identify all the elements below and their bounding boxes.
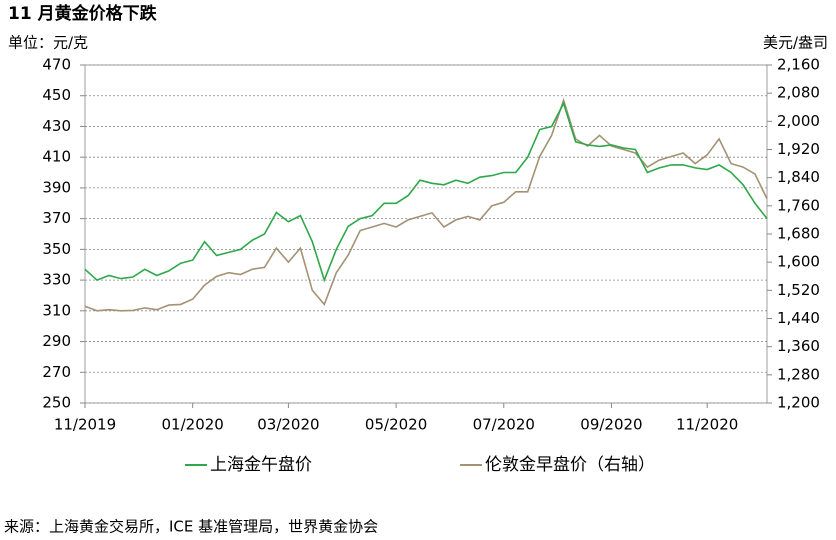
x-tick-label: 05/2020 xyxy=(365,416,427,434)
y-tick-label: 350 xyxy=(42,240,71,258)
y2-tick-label: 2,080 xyxy=(777,84,820,102)
y2-tick-label: 1,360 xyxy=(777,337,820,355)
y2-tick-label: 1,280 xyxy=(777,365,820,383)
legend-label: 上海金午盘价 xyxy=(210,455,312,475)
y-tick-label: 250 xyxy=(42,394,71,412)
y2-tick-label: 1,200 xyxy=(777,394,820,412)
y-tick-label: 270 xyxy=(42,363,71,381)
y2-tick-label: 1,600 xyxy=(777,253,820,271)
y2-tick-label: 1,520 xyxy=(777,281,820,299)
y-tick-label: 470 xyxy=(42,56,71,74)
x-tick-label: 11/2020 xyxy=(676,416,738,434)
plot-frame xyxy=(84,64,768,404)
x-tick-label: 07/2020 xyxy=(473,416,535,434)
y-tick-label: 410 xyxy=(42,148,71,166)
y-tick-label: 330 xyxy=(42,271,71,289)
y-tick-label: 390 xyxy=(42,178,71,196)
chart-title: 11 月黄金价格下跌 xyxy=(8,3,158,24)
source-note: 来源：上海黄金交易所，ICE 基准管理局，世界黄金协会 xyxy=(4,518,378,536)
y-axis-label: 单位：元/克 xyxy=(8,34,88,52)
y2-tick-label: 1,680 xyxy=(777,225,820,243)
y2-tick-label: 1,840 xyxy=(777,168,820,186)
data-line xyxy=(84,97,768,312)
x-tick-label: 03/2020 xyxy=(257,416,319,434)
y-tick-label: 430 xyxy=(42,117,71,135)
legend-label: 伦敦金早盘价（右轴） xyxy=(485,455,655,475)
y2-axis-label: 美元/盎司 xyxy=(763,34,828,52)
y2-tick-label: 1,760 xyxy=(777,196,820,214)
y2-tick-label: 1,920 xyxy=(777,140,820,158)
y2-tick-label: 1,440 xyxy=(777,309,820,327)
x-tick-label: 11/2019 xyxy=(54,416,116,434)
y2-tick-label: 2,000 xyxy=(777,112,820,130)
data-line xyxy=(84,101,768,283)
x-tick-label: 09/2020 xyxy=(580,416,642,434)
y2-tick-label: 2,160 xyxy=(777,56,820,74)
y-tick-label: 310 xyxy=(42,301,71,319)
y-tick-label: 290 xyxy=(42,332,71,350)
x-tick-label: 01/2020 xyxy=(162,416,224,434)
y-tick-label: 450 xyxy=(42,86,71,104)
y-tick-label: 370 xyxy=(42,209,71,227)
